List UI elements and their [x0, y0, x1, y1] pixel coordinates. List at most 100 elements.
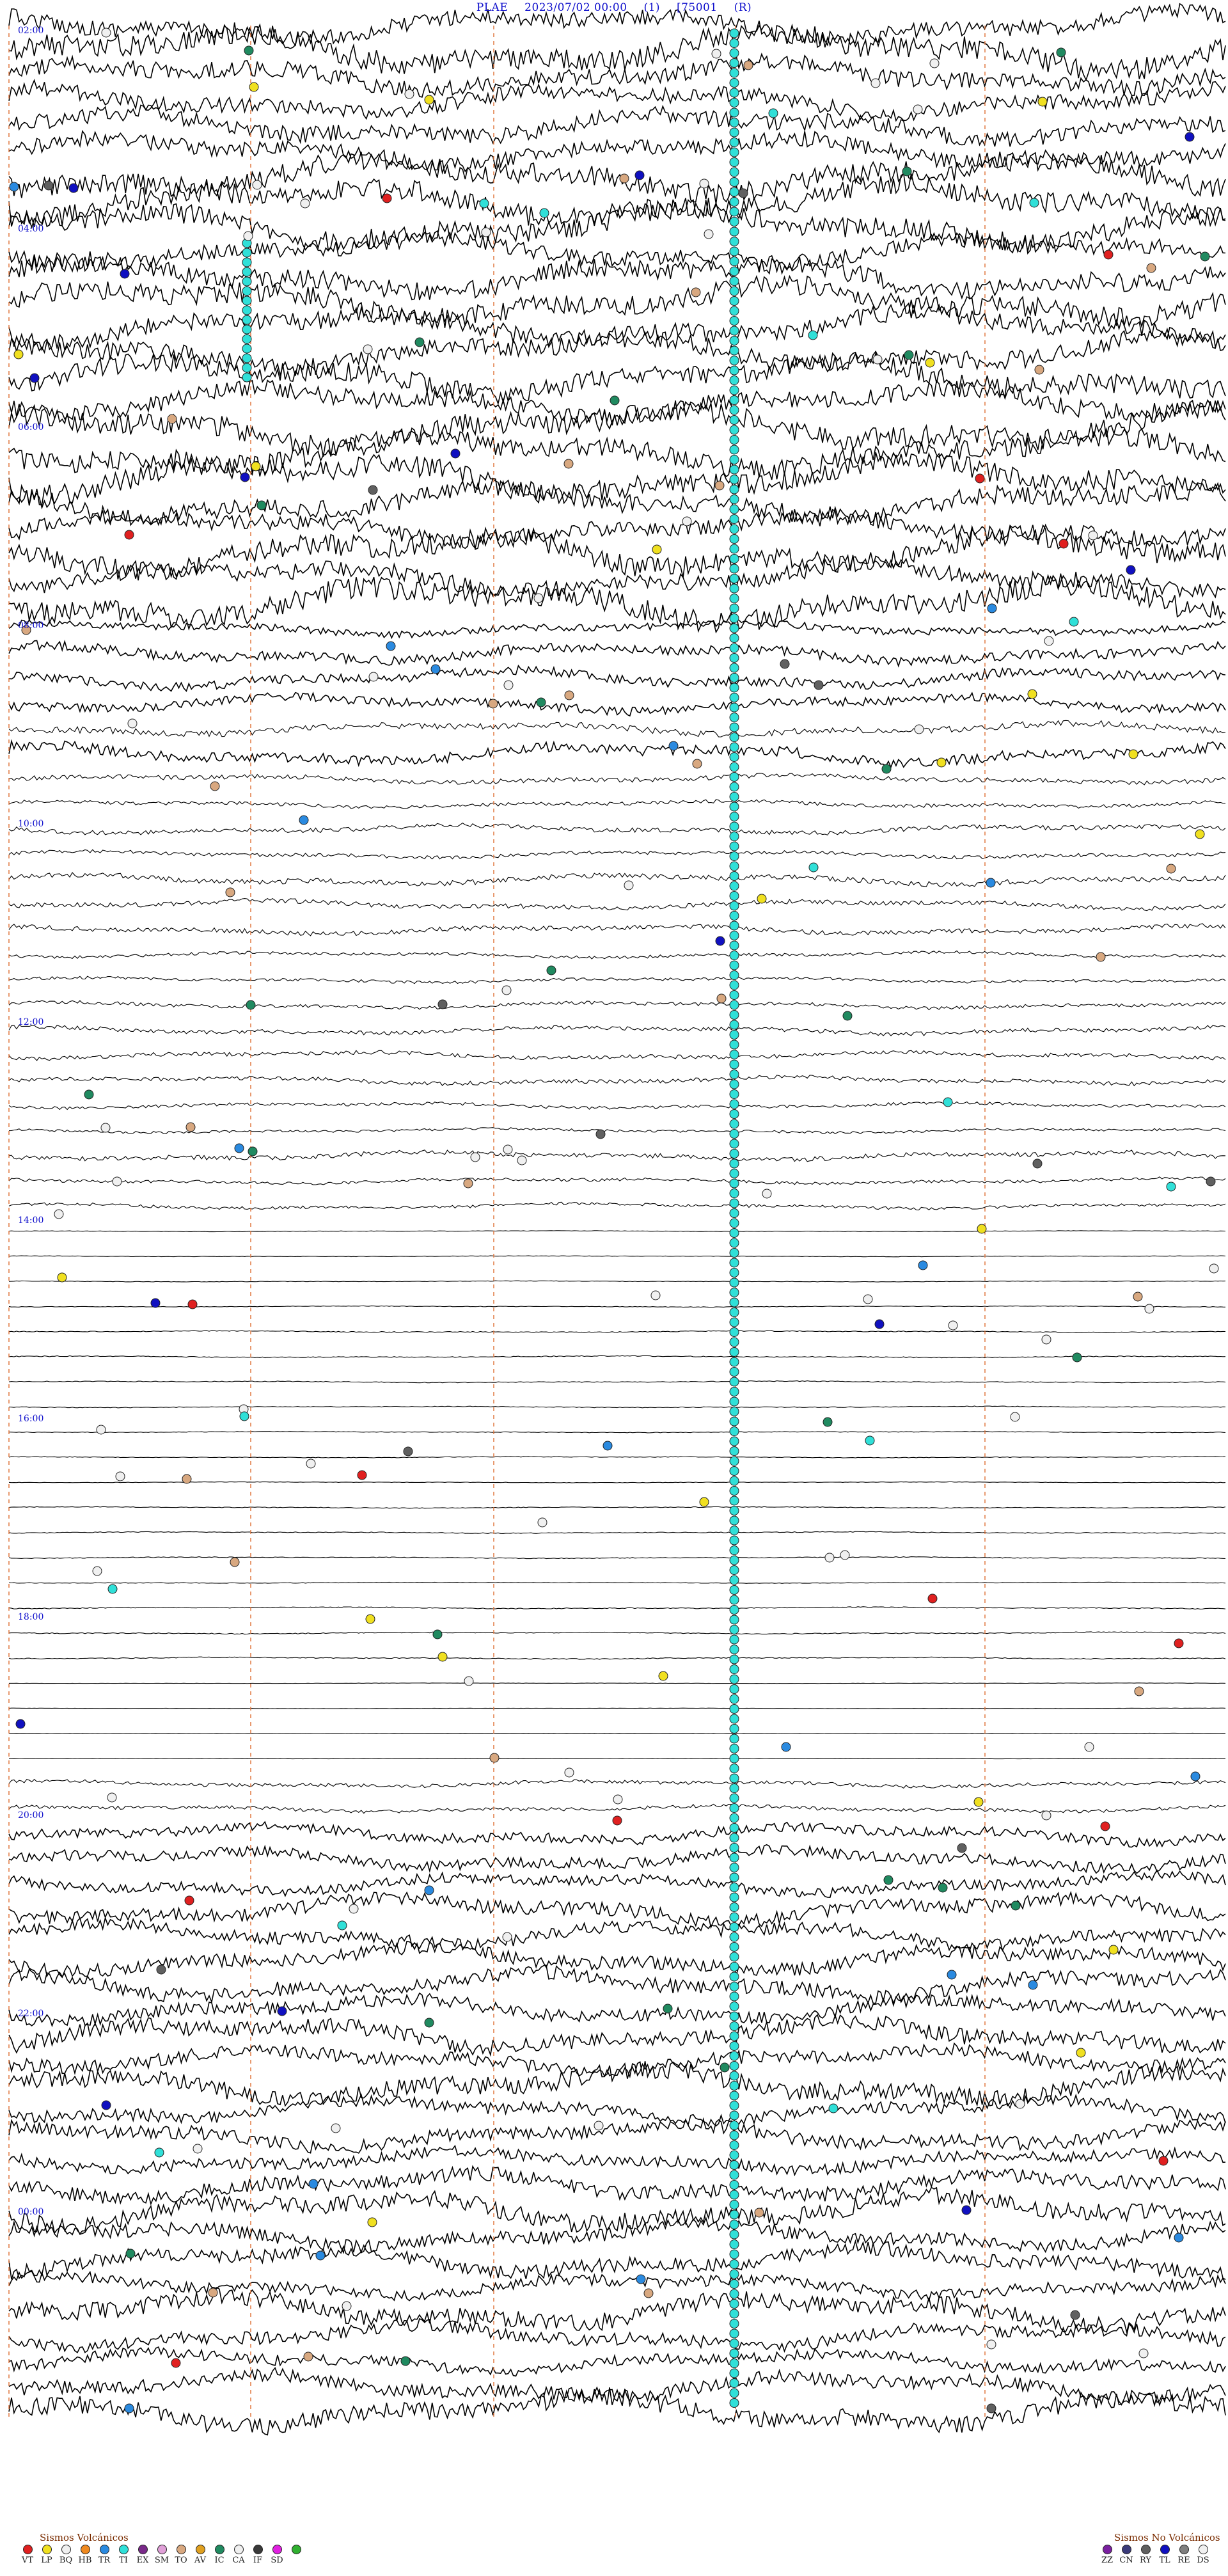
- ti-event-marker: [729, 1416, 739, 1426]
- event-markers: [9, 28, 1219, 2414]
- ti-event-marker: [729, 812, 739, 821]
- trace-line: [8, 950, 1226, 960]
- event-marker: [602, 1441, 613, 1451]
- ti-event-marker: [729, 226, 739, 237]
- trace-line: [8, 198, 1226, 255]
- trace-line: [8, 1050, 1226, 1061]
- event-marker: [1206, 1176, 1216, 1187]
- ti-event-marker: [729, 2398, 739, 2408]
- event-marker: [210, 781, 220, 791]
- ti-event-marker: [729, 1654, 739, 1664]
- event-marker: [1076, 2048, 1086, 2058]
- volcanic-legend-code: EX: [136, 2556, 149, 2565]
- volcanic-legend-code: CA: [232, 2556, 245, 2565]
- event-marker: [1166, 1181, 1176, 1192]
- ti-event-marker: [729, 1872, 739, 1883]
- event-marker: [182, 1474, 192, 1484]
- volcanic-legend-code: BQ: [59, 2556, 73, 2565]
- event-marker: [57, 1272, 67, 1283]
- event-marker: [357, 1470, 367, 1480]
- ti-event-marker: [729, 484, 739, 494]
- ti-event-marker: [729, 1357, 739, 1367]
- event-marker: [107, 1792, 117, 1803]
- ti-event-marker: [729, 2051, 739, 2061]
- volcanic-legend-code: IF: [253, 2556, 263, 2565]
- trace-line: [8, 52, 1226, 98]
- trace-line: [8, 2286, 1226, 2334]
- ti-event-marker: [729, 1377, 739, 1387]
- trace-line: [8, 1380, 1226, 1384]
- ti-event-marker: [729, 802, 739, 812]
- event-marker: [185, 1122, 196, 1132]
- event-marker: [9, 182, 19, 192]
- trace-line: [8, 2270, 1226, 2302]
- ti-event-marker: [729, 722, 739, 732]
- ti-event-marker: [729, 306, 739, 316]
- trace-line: [8, 1531, 1226, 1534]
- ti-event-marker: [729, 1684, 739, 1694]
- ti-event-marker: [729, 1050, 739, 1059]
- ti-event-marker: [729, 871, 739, 881]
- trace-line: [8, 2165, 1226, 2206]
- ti-event-marker: [729, 2299, 739, 2309]
- ti-event-marker: [729, 2378, 739, 2388]
- trace-line: [8, 1844, 1226, 1874]
- volcanic-legend-code: AV: [194, 2556, 207, 2565]
- event-marker: [613, 1794, 623, 1805]
- event-marker: [714, 480, 725, 491]
- event-marker: [1029, 198, 1039, 208]
- event-marker: [780, 659, 790, 669]
- ti-event-marker: [729, 98, 739, 107]
- event-marker: [986, 2339, 996, 2350]
- ti-event-marker: [729, 415, 739, 425]
- event-marker: [154, 2147, 164, 2158]
- seismogram-traces: [8, 3, 1226, 2436]
- event-marker: [881, 764, 892, 774]
- ti-event-marker: [729, 1922, 739, 1932]
- event-marker: [414, 337, 425, 347]
- event-marker: [1195, 829, 1205, 839]
- ti-event-marker: [729, 1059, 739, 1070]
- event-marker: [403, 1446, 413, 1457]
- ti-event-marker: [729, 583, 739, 594]
- ti-event-marker: [729, 1645, 739, 1654]
- ti-event-marker: [729, 237, 739, 246]
- ti-event-marker: [729, 851, 739, 861]
- time-label: 14:00: [18, 1215, 43, 1226]
- ti-event-marker: [729, 187, 739, 197]
- event-marker: [43, 180, 54, 191]
- event-marker: [404, 89, 414, 99]
- ti-event-marker: [729, 683, 739, 693]
- volcanic-legend-item: SD: [267, 2545, 287, 2565]
- ti-event-marker: [729, 2368, 739, 2378]
- event-marker: [187, 1299, 198, 1309]
- event-marker: [21, 625, 31, 635]
- time-label: 00:00: [18, 2207, 43, 2217]
- trace-line: [8, 1405, 1226, 1409]
- ti-event-marker: [729, 702, 739, 713]
- event-marker: [682, 516, 692, 526]
- ti-event-marker: [729, 2011, 739, 2021]
- ti-event-marker: [729, 1327, 739, 1337]
- ti-event-marker: [729, 2110, 739, 2121]
- ti-event-marker: [242, 363, 252, 373]
- event-marker: [400, 2356, 411, 2366]
- ti-event-marker: [729, 1724, 739, 1734]
- trace-line: [8, 1101, 1226, 1110]
- ti-event-marker: [729, 28, 739, 38]
- event-marker: [171, 2358, 181, 2368]
- trace-line: [8, 477, 1226, 526]
- ti-event-marker: [729, 286, 739, 296]
- ti-event-marker: [242, 344, 252, 354]
- trace-line: [8, 639, 1226, 668]
- ti-event-marker: [729, 2180, 739, 2190]
- ti-event-marker: [729, 534, 739, 544]
- trace-line: [8, 379, 1226, 426]
- ti-event-marker: [729, 653, 739, 663]
- ti-event-marker: [729, 2140, 739, 2150]
- event-marker: [424, 2018, 434, 2028]
- event-marker: [929, 58, 940, 68]
- event-marker: [1037, 97, 1048, 107]
- volcanic-legend-title: Sismos Volcánicos: [40, 2532, 129, 2543]
- trace-line: [8, 148, 1226, 204]
